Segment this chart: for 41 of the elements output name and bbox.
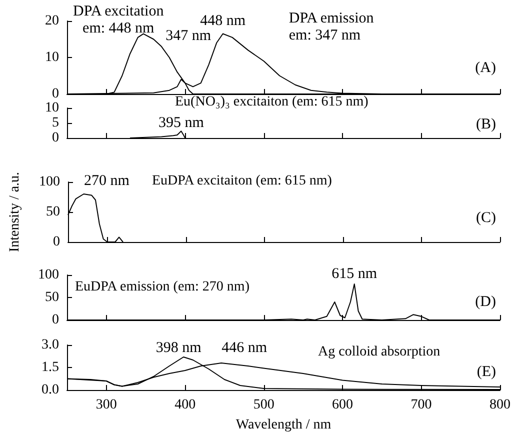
x-tick-label: 800 [490,398,510,412]
chart-title: Ag colloid absorption [318,344,440,360]
y-tick-label: 20 [45,14,59,28]
annotation: (D) [475,294,496,310]
y-tick-label: 10 [45,50,59,65]
y-tick-label: 0.0 [42,382,59,398]
y-tick-label: 1.5 [42,360,59,375]
annotation: 270 nm [84,173,130,189]
annotation: 347 nm [166,28,212,44]
y-tick-label: 0 [52,130,59,146]
y-tick-label: 50 [45,290,59,305]
annotation: (E) [476,364,496,380]
annotation: 448 nm [200,12,246,29]
y-tick-label: 10 [45,100,59,116]
series-label: DPA excitation em: 448 nm [73,3,164,36]
y-tick-label: 3.0 [42,338,59,352]
annotation: 446 nm [222,340,268,356]
y-tick-label: 5 [52,116,59,130]
y-tick-label: 50 [46,204,60,220]
y-tick-label: 100 [38,268,59,282]
chart-title: EuDPA excitaiton (em: 615 nm) [152,174,332,188]
annotation: 398 nm [156,340,202,356]
y-tick-label: 0 [52,312,59,328]
annotation: 395 nm [158,115,204,132]
y-axis-title: Intensity / a.u. [8,172,22,252]
x-tick-label: 600 [332,398,354,412]
x-tick-label: 500 [253,398,274,412]
annotation: 615 nm [332,266,378,282]
annotation: (A) [475,60,496,76]
annotation: (B) [476,116,496,132]
y-tick-label: 0 [53,234,60,250]
annotation: (C) [476,210,496,226]
y-tick-label: 100 [39,174,60,190]
text: DPA emission em: 347 nm [288,10,374,44]
x-axis-title: Wavelength / nm [236,418,332,432]
y-tick-label: 0 [52,86,59,102]
x-tick-label: 400 [174,398,196,412]
chart-title: Eu(NO₃)₃ excitaiton (em: 615 nm) [175,94,369,110]
x-tick-label: 300 [96,398,117,412]
x-tick-label: 700 [410,398,432,412]
chart-title: EuDPA emission (em: 270 nm) [75,280,250,294]
